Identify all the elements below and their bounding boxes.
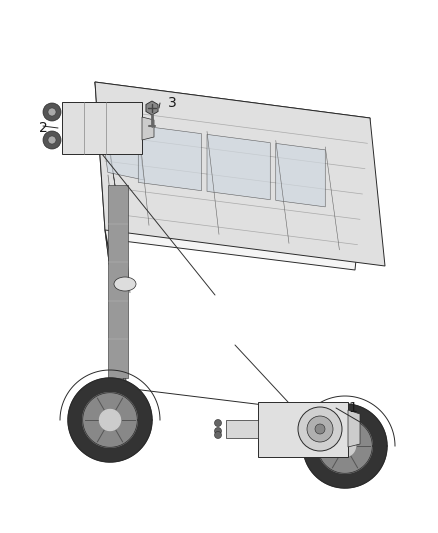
Circle shape: [43, 131, 61, 149]
Text: 2: 2: [39, 121, 48, 135]
Circle shape: [215, 419, 222, 426]
Circle shape: [215, 427, 222, 434]
Polygon shape: [62, 102, 142, 154]
Circle shape: [307, 416, 333, 442]
Polygon shape: [226, 420, 258, 438]
Polygon shape: [105, 230, 130, 413]
Polygon shape: [258, 402, 348, 457]
Circle shape: [43, 103, 61, 121]
Polygon shape: [348, 410, 360, 447]
Text: 1: 1: [348, 401, 357, 415]
Polygon shape: [142, 117, 154, 140]
Ellipse shape: [114, 277, 136, 291]
Text: 3: 3: [168, 96, 177, 110]
Circle shape: [48, 136, 56, 144]
Polygon shape: [83, 393, 137, 447]
Polygon shape: [95, 82, 385, 266]
Polygon shape: [318, 419, 372, 473]
Polygon shape: [138, 125, 201, 191]
Polygon shape: [303, 404, 387, 488]
Polygon shape: [335, 435, 356, 456]
Circle shape: [298, 407, 342, 451]
Polygon shape: [146, 101, 158, 115]
Polygon shape: [95, 82, 370, 270]
Circle shape: [215, 432, 222, 439]
Polygon shape: [108, 185, 128, 378]
Polygon shape: [99, 409, 120, 431]
Circle shape: [315, 424, 325, 434]
Polygon shape: [68, 378, 152, 462]
Polygon shape: [207, 134, 270, 200]
Circle shape: [48, 108, 56, 116]
Polygon shape: [103, 112, 130, 293]
Polygon shape: [276, 143, 325, 207]
Polygon shape: [100, 112, 144, 180]
Polygon shape: [95, 82, 125, 388]
